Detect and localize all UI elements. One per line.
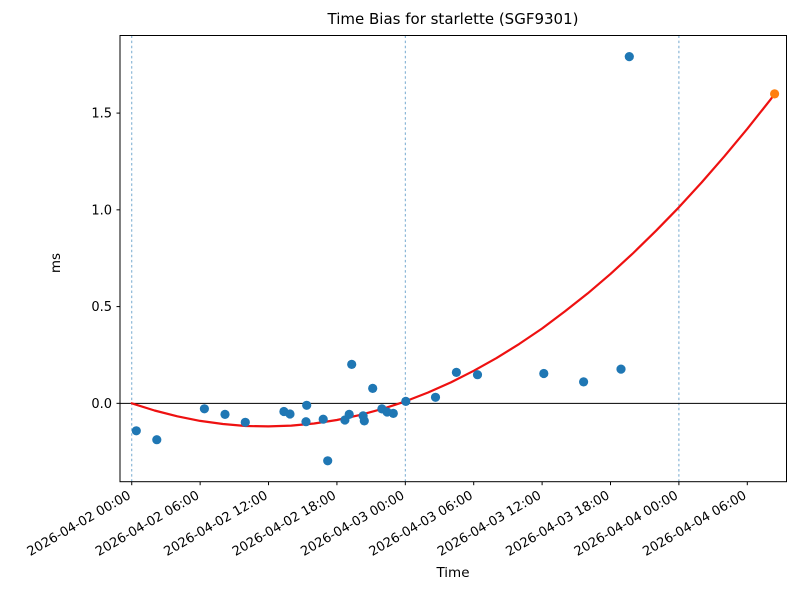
scatter-point	[318, 414, 328, 424]
y-tick-label: 1.0	[91, 203, 112, 218]
scatter-point	[624, 52, 634, 62]
y-tick-label: 0.0	[91, 397, 112, 412]
scatter-point	[472, 370, 483, 380]
scatter-point	[199, 404, 209, 414]
x-axis-label: Time	[435, 565, 469, 581]
prediction-point	[770, 89, 780, 99]
scatter-point	[616, 364, 626, 374]
y-axis-label: ms	[48, 253, 64, 273]
scatter-point	[302, 400, 312, 410]
scatter-point	[430, 392, 441, 402]
scatter-point	[539, 368, 549, 379]
scatter-point	[359, 416, 369, 426]
scatter-point	[152, 435, 162, 445]
scatter-point	[240, 417, 250, 427]
scatter-point	[347, 359, 357, 369]
y-tick-label: 0.5	[91, 300, 112, 315]
scatter-point	[344, 409, 354, 419]
scatter-point	[368, 383, 378, 393]
scatter-point	[451, 367, 461, 377]
scatter-point	[579, 377, 589, 387]
scatter-point	[401, 396, 411, 406]
scatter-point	[220, 409, 230, 419]
fit-line	[130, 92, 776, 428]
y-tick-label: 1.5	[91, 107, 112, 122]
scatter-point	[285, 409, 295, 419]
scatter-point	[301, 417, 311, 427]
plot-frame	[119, 35, 787, 483]
scatter-point	[388, 408, 398, 418]
scatter-point	[131, 426, 141, 436]
chart-title: Time Bias for starlette (SGF9301)	[327, 10, 579, 28]
scatter-point	[323, 456, 333, 466]
